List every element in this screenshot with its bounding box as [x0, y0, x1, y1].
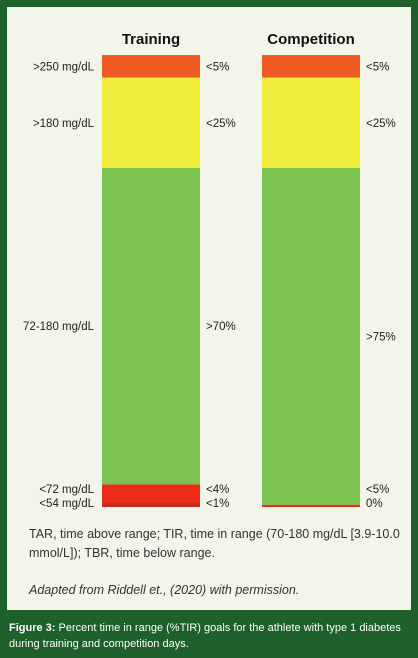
bar-title-training: Training — [122, 31, 180, 48]
abbreviation-footnote: TAR, time above range; TIR, time in rang… — [29, 527, 400, 560]
value-label-training-3: <25% — [206, 118, 236, 130]
range-label-1: >180 mg/dL — [33, 118, 95, 130]
bar-segment-competition-3 — [262, 77, 360, 168]
bar-segment-training-1 — [102, 484, 200, 503]
time-in-range-chart: Training <1% <4% >70% <25% <5% >250 mg/dL >180 … — [23, 31, 396, 510]
bar-segment-training-4 — [102, 55, 200, 78]
bar-segment-competition-2 — [262, 168, 360, 505]
figure-caption: Figure 3: Percent time in range (%TIR) g… — [0, 612, 418, 658]
range-label-0: >250 mg/dL — [33, 61, 95, 73]
bar-segment-training-0 — [102, 502, 200, 507]
range-label-3: <72 mg/dL — [39, 484, 94, 496]
value-label-training-0: <1% — [206, 498, 229, 510]
value-label-competition-2: >75% — [366, 331, 396, 343]
source-footnote: Adapted from Riddell et., (2020) with pe… — [29, 583, 300, 597]
figure-panel: Training <1% <4% >70% <25% <5% >250 mg/dL >180 … — [7, 7, 411, 610]
value-label-training-4: <5% — [206, 61, 229, 73]
bar-segment-training-2 — [102, 168, 200, 485]
range-label-2: 72-180 mg/dL — [23, 321, 95, 333]
bar-title-competition: Competition — [267, 31, 355, 48]
caption-text: Percent time in range (%TIR) goals for t… — [9, 622, 401, 650]
range-label-4: <54 mg/dL — [39, 498, 94, 510]
value-label-competition-4: <5% — [366, 61, 389, 73]
caption-label: Figure 3: — [9, 622, 56, 634]
bar-segment-competition-1 — [262, 504, 360, 507]
value-label-competition-3: <25% — [366, 118, 396, 130]
value-label-competition-1: <5% — [366, 484, 389, 496]
bar-segment-training-3 — [102, 77, 200, 168]
value-label-training-2: >70% — [206, 321, 236, 333]
bar-segment-competition-4 — [262, 55, 360, 78]
value-label-competition-0: 0% — [366, 498, 383, 510]
value-label-training-1: <4% — [206, 484, 229, 496]
